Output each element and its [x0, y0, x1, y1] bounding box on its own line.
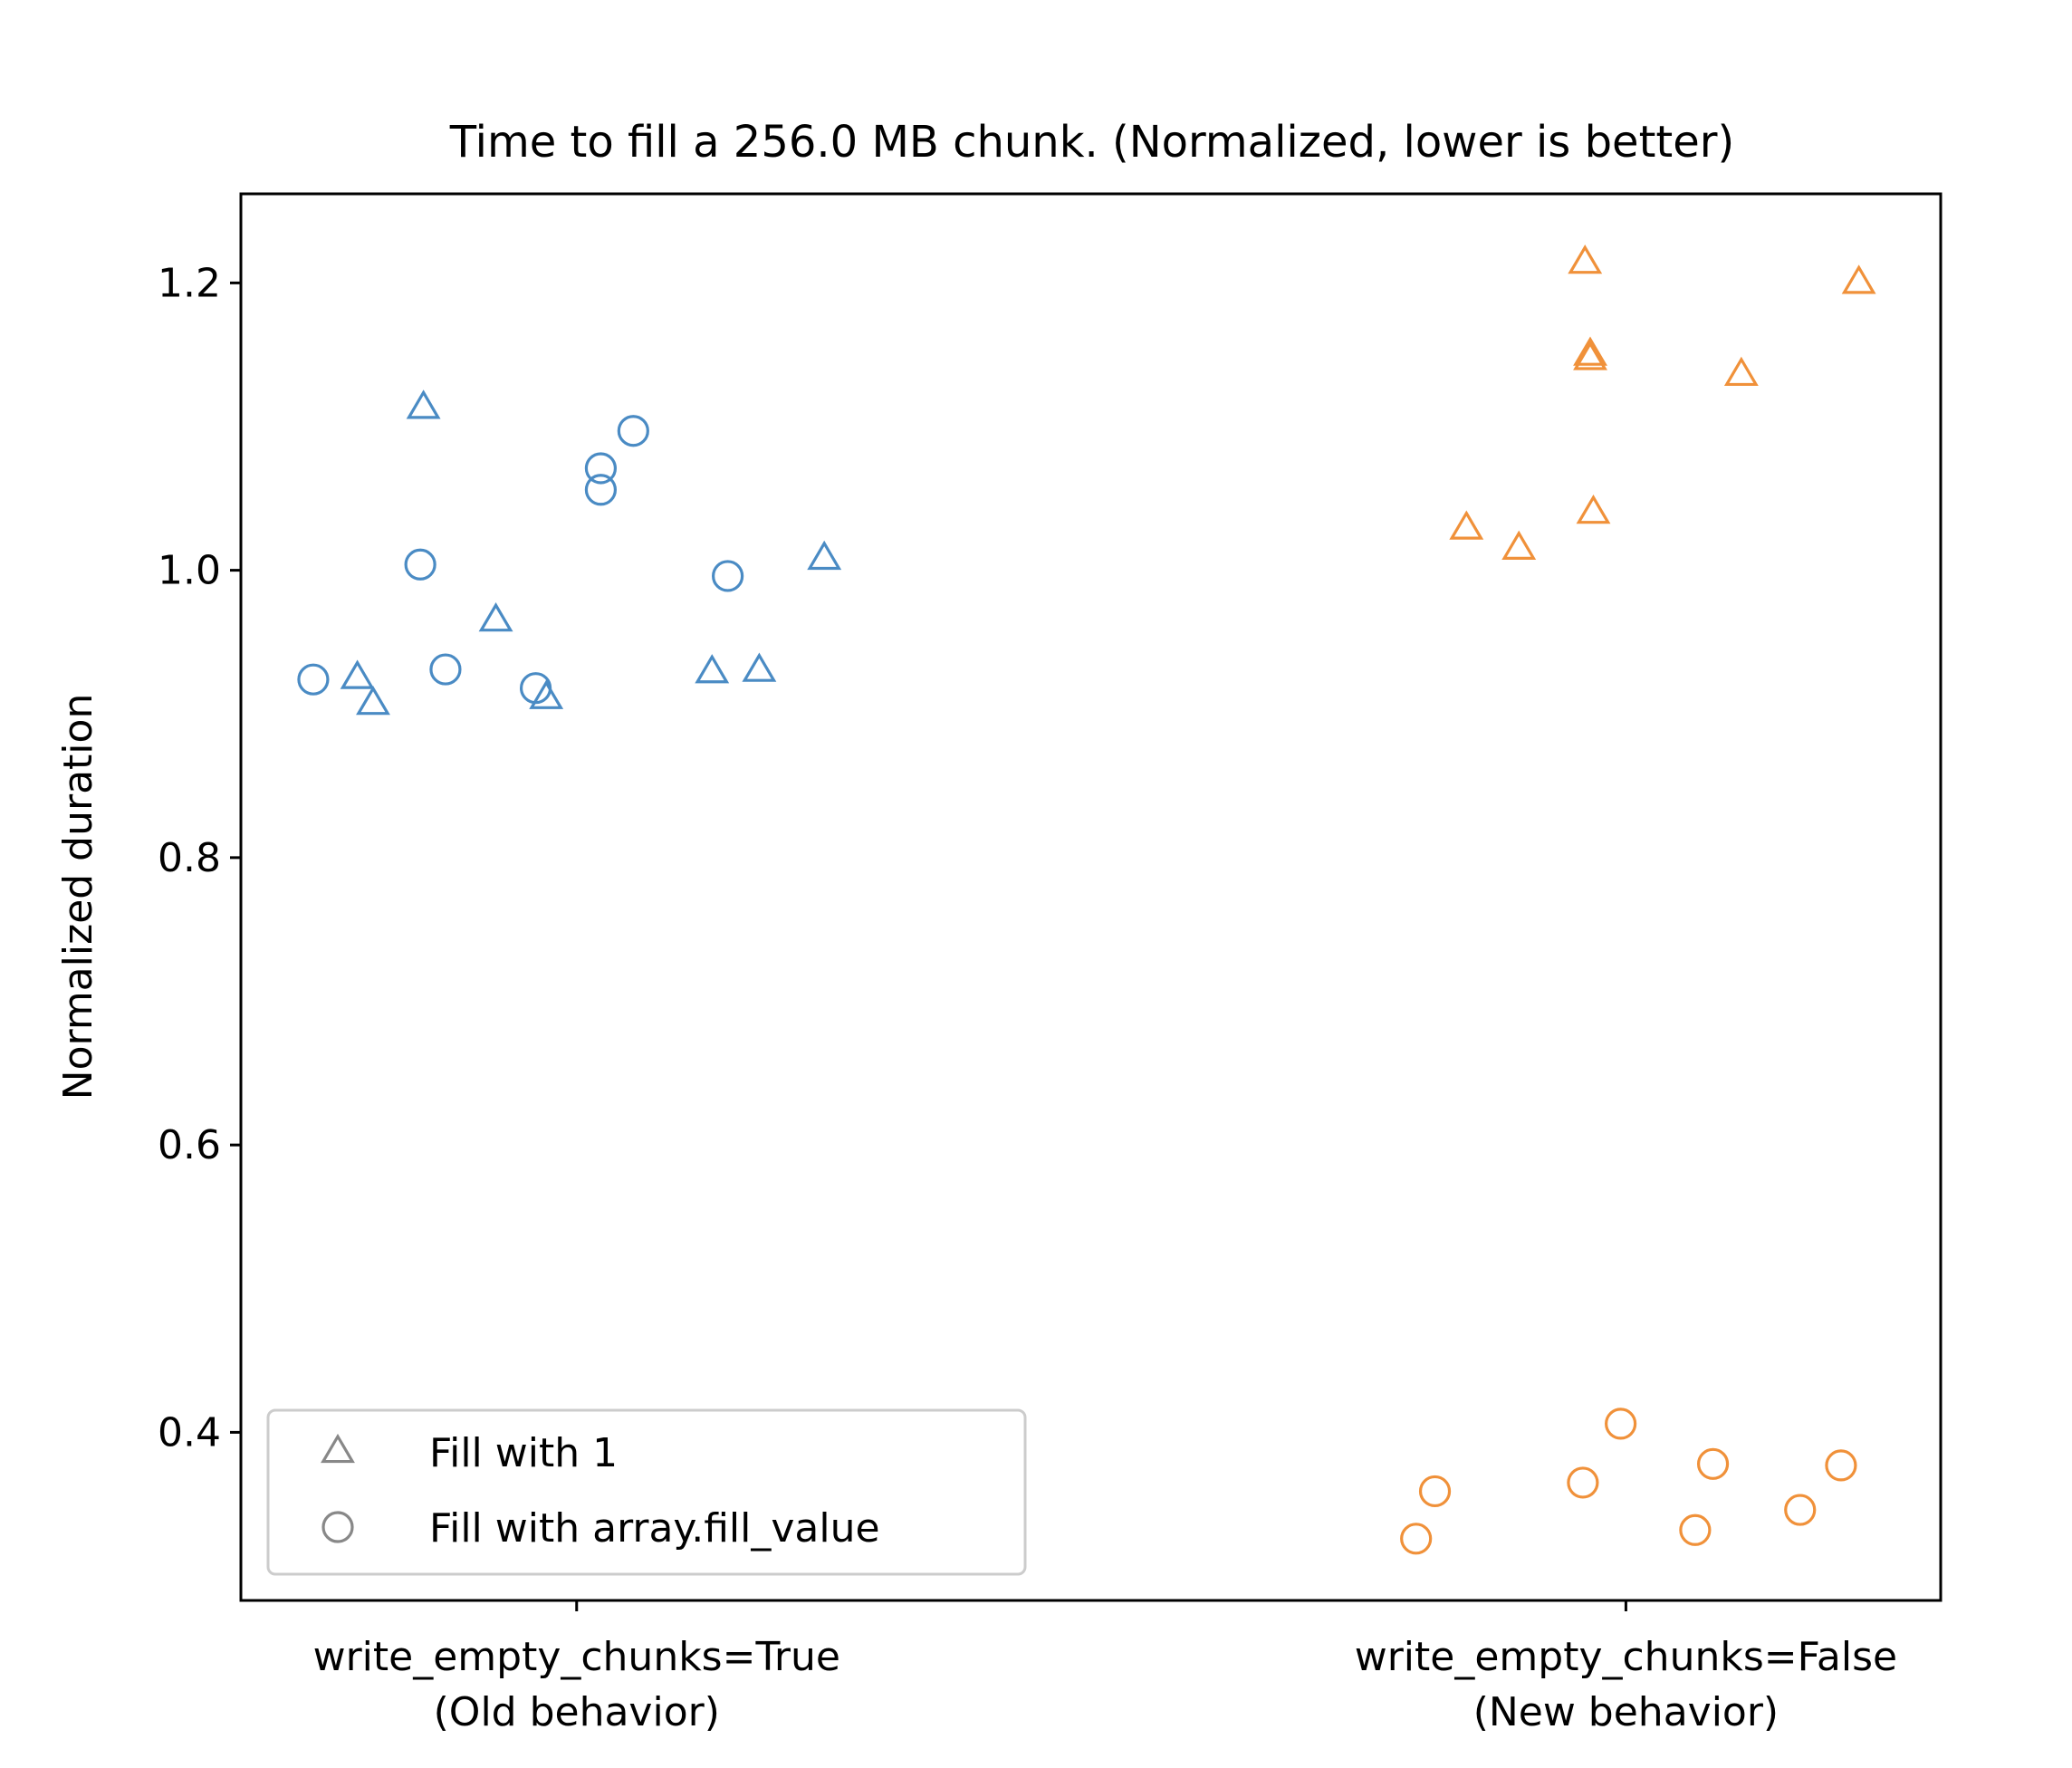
legend-marker-triangle: [321, 1433, 355, 1464]
data-point-triangle: [1501, 530, 1537, 560]
data-point-triangle: [1449, 510, 1484, 540]
data-point-triangle: [742, 652, 777, 682]
data-point-triangle: [406, 389, 441, 419]
y-tick-label: 1.0: [158, 548, 221, 594]
data-point-circle: [1567, 1466, 1599, 1499]
legend-label: Fill with array.fill_value: [429, 1505, 880, 1552]
legend-label: Fill with 1: [429, 1430, 618, 1476]
plot-frame: [239, 192, 1942, 1602]
data-point-triangle: [807, 540, 842, 571]
data-point-triangle: [529, 679, 564, 709]
data-point-circle: [1784, 1494, 1817, 1526]
data-point-triangle: [1576, 494, 1611, 524]
data-point-triangle: [1573, 336, 1607, 366]
y-axis: 0.4 0.6 0.8 1.0 1.2: [158, 260, 241, 1456]
legend-marker-circle: [321, 1511, 354, 1543]
x-tick-label: write_empty_chunks=True: [313, 1634, 840, 1680]
y-tick-label: 0.8: [158, 835, 221, 881]
data-point-circle: [429, 653, 462, 686]
legend-entries: Fill with 1 Fill with array.fill_value: [321, 1430, 880, 1552]
data-point-triangle: [478, 601, 513, 632]
y-tick-label: 0.6: [158, 1122, 221, 1168]
x-tick-label: write_empty_chunks=False: [1355, 1634, 1897, 1680]
data-point-circle: [1696, 1447, 1730, 1480]
x-tick-label: (Old behavior): [434, 1689, 720, 1735]
data-point-circle: [1825, 1449, 1857, 1482]
data-point-circle: [1679, 1513, 1712, 1546]
data-point-triangle: [356, 685, 390, 716]
data-point-circle: [584, 452, 618, 485]
data-point-circle: [1400, 1523, 1433, 1555]
data-point-circle: [1605, 1408, 1637, 1440]
data-point-triangle: [1841, 264, 1876, 294]
data-point-triangle: [695, 654, 730, 684]
data-point-circle: [584, 474, 618, 506]
data-point-triangle: [340, 659, 375, 689]
data-point-triangle: [1723, 356, 1759, 387]
y-tick-label: 1.2: [158, 260, 221, 306]
y-tick-label: 0.4: [158, 1409, 221, 1456]
x-axis: write_empty_chunks=True (Old behavior) wri…: [313, 1600, 1897, 1735]
data-point-circle: [297, 663, 330, 696]
legend-box: [266, 1408, 1027, 1576]
legend: Fill with 1 Fill with array.fill_value: [266, 1408, 1027, 1576]
data-point-circle: [1418, 1475, 1452, 1508]
data-point-triangle: [1573, 341, 1607, 370]
data-point-circle: [617, 415, 649, 447]
chart-title: Time to fill a 256.0 MB chunk. (Normaliz…: [449, 117, 1734, 168]
x-tick-label: (New behavior): [1473, 1689, 1779, 1735]
data-point-triangle: [1568, 244, 1603, 274]
data-point-circle: [404, 548, 436, 581]
data-points: [297, 244, 1876, 1555]
data-point-circle: [519, 672, 552, 705]
y-axis-label: Normalized duration: [55, 694, 101, 1100]
data-point-circle: [712, 560, 744, 592]
